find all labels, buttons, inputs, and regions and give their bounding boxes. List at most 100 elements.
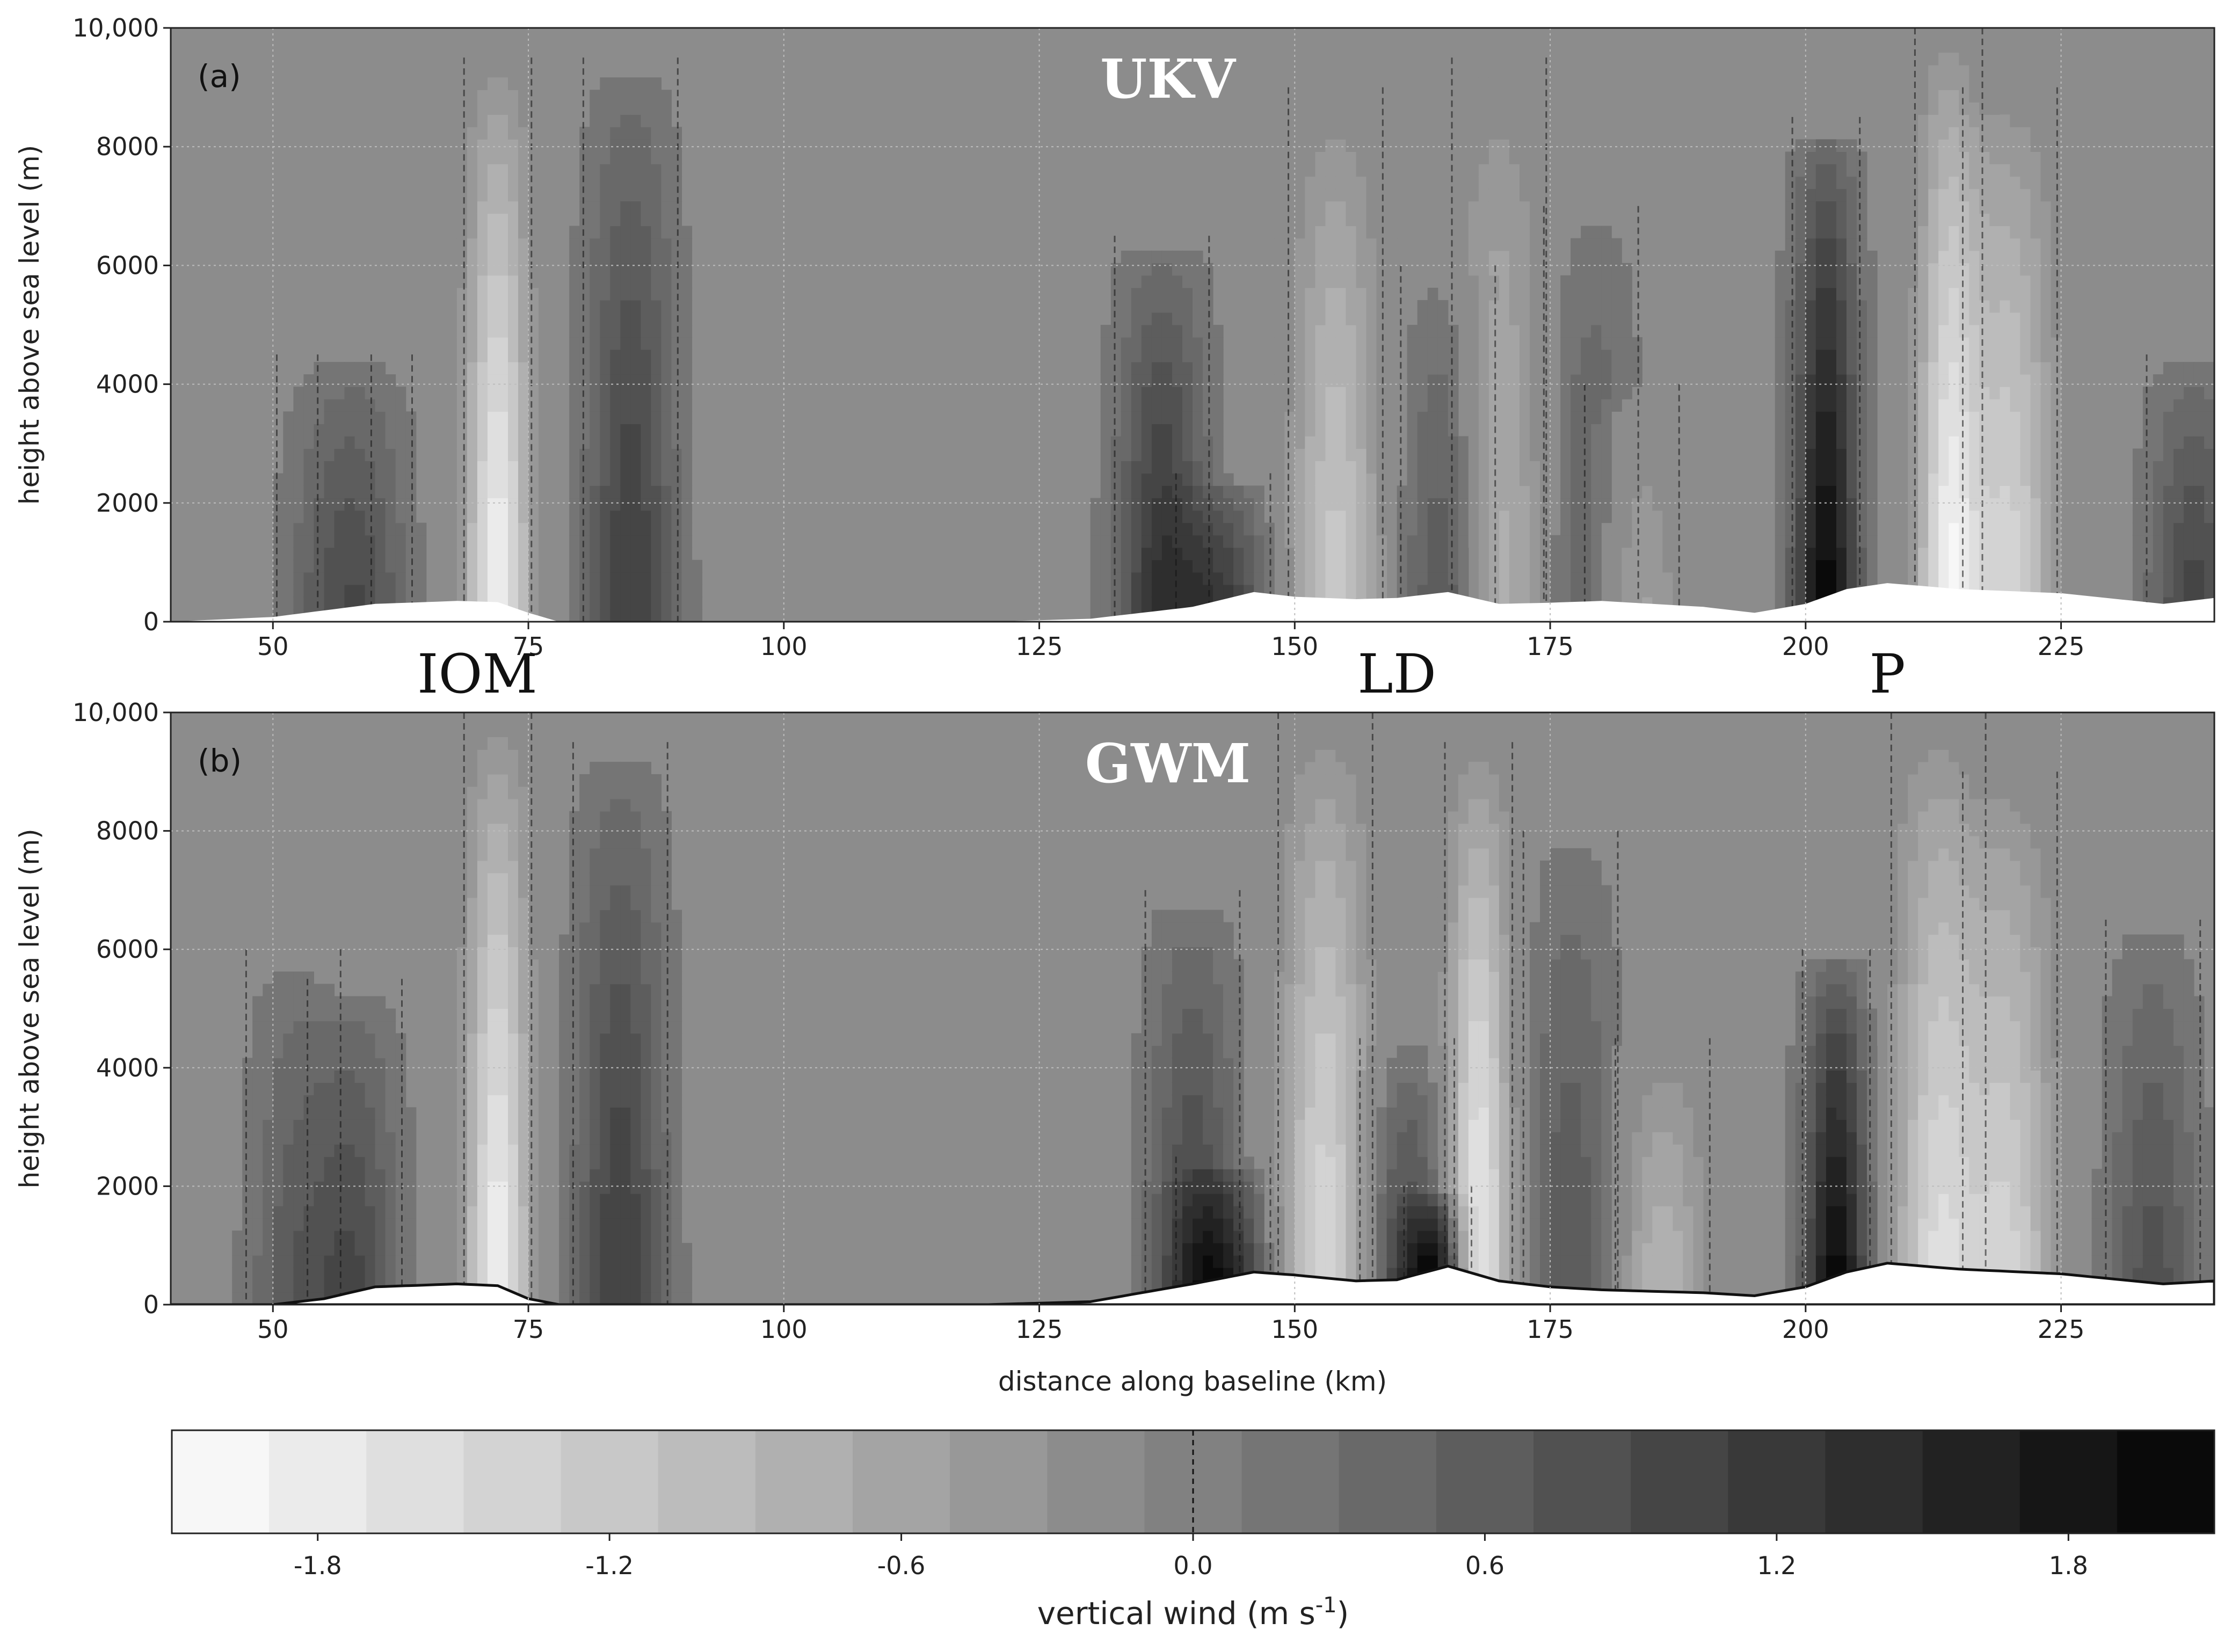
field-cell [1989,523,2000,536]
field-cell [2020,151,2031,164]
field-cell [1520,560,1530,573]
field-cell [1172,374,1183,387]
field-cell [2133,523,2143,536]
field-cell [1908,498,1918,511]
field-cell [590,151,600,164]
field-cell [610,560,621,573]
field-cell [488,972,498,985]
field-cell [641,486,651,499]
field-cell [1806,548,1816,561]
field-cell [1213,387,1224,399]
field-cell [1295,436,1305,449]
field-cell [498,984,508,997]
field-cell [1428,362,1438,375]
field-cell [314,560,324,573]
field-cell [2051,201,2062,214]
field-cell [1325,585,1336,598]
field-cell [661,597,672,610]
field-cell [386,1193,396,1206]
field-cell [2163,448,2174,461]
field-cell [406,498,417,511]
field-cell [661,214,672,227]
panel-tag: (a) [198,58,241,94]
field-cell [600,399,610,412]
field-cell [1142,424,1152,436]
field-cell [467,1082,478,1095]
field-cell [1458,560,1469,573]
field-cell [488,226,498,239]
field-cell [528,1243,539,1256]
field-cell [1346,424,1356,436]
field-cell [1867,424,1878,436]
field-cell [539,411,549,424]
field-cell [1315,424,1326,436]
field-cell [386,374,396,387]
field-cell [1509,511,1520,523]
field-cell [1611,300,1622,313]
field-cell [1520,151,1530,164]
field-cell [641,214,651,227]
field-cell [508,362,519,375]
field-cell [1673,560,1683,573]
field-cell [1560,275,1571,288]
field-cell [386,1206,396,1219]
field-cell [1571,411,1581,424]
field-cell [467,811,478,824]
field-cell [375,1119,386,1132]
field-cell [1959,511,1969,523]
field-cell [477,164,488,177]
field-cell [682,535,693,548]
field-cell [1959,399,1969,412]
field-cell [355,1268,366,1280]
field-cell [1908,288,1918,301]
field-cell [1509,102,1520,115]
field-cell [488,548,498,561]
field-cell [1530,374,1540,387]
field-cell [477,374,488,387]
field-cell [355,1181,366,1194]
field-cell [498,848,508,861]
field-cell [600,201,610,214]
field-cell [1193,300,1203,313]
field-cell [651,263,662,276]
field-cell [1121,288,1132,301]
field-cell [1356,424,1367,436]
field-cell [1662,424,1673,436]
field-cell [1479,523,1489,536]
field-cell [303,535,314,548]
field-cell [610,90,621,103]
field-cell [1918,263,1929,276]
field-cell [1928,288,1939,301]
field-cell [1121,374,1132,387]
field-cell [1908,387,1918,399]
field-cell [324,597,335,610]
field-cell [1826,548,1837,561]
field-cell [600,523,610,536]
field-cell [386,498,396,511]
field-cell [1816,226,1827,239]
field-cell [1632,498,1642,511]
field-cell [579,548,590,561]
field-cell [355,1107,366,1120]
field-cell [1632,474,1642,486]
field-cell [682,486,693,499]
field-cell [508,300,519,313]
field-cell [579,572,590,585]
field-cell [1938,151,1949,164]
field-cell [396,486,406,499]
field-cell [1673,448,1683,461]
field-cell [1816,448,1827,461]
field-cell [1193,312,1203,325]
field-cell [1979,251,1990,264]
field-cell [1162,535,1173,548]
field-cell [1315,585,1326,598]
field-cell [661,251,672,264]
field-cell [2061,474,2072,486]
field-cell [293,448,304,461]
field-cell [1111,511,1122,523]
field-cell [2051,350,2062,362]
field-cell [672,399,682,412]
field-cell [283,424,294,436]
field-cell [283,1070,294,1083]
field-cell [1499,127,1510,140]
